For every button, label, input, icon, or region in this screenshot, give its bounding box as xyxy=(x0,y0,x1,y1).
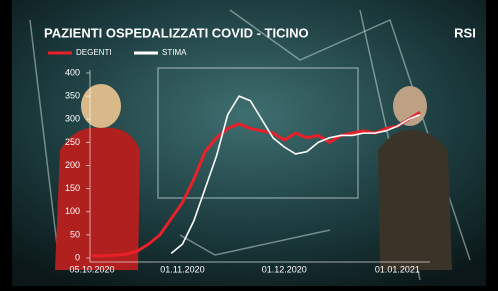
right-border xyxy=(486,0,498,286)
y-tick-label: 350 xyxy=(65,91,80,101)
chart-title: PAZIENTI OSPEDALIZZATI COVID - TICINO xyxy=(44,25,309,40)
legend-label: DEGENTI xyxy=(76,48,112,57)
y-tick-label: 250 xyxy=(65,137,80,147)
chart: PAZIENTI OSPEDALIZZATI COVID - TICINO RS… xyxy=(0,0,498,286)
legend-label: STIMA xyxy=(162,48,187,57)
y-tick-label: 400 xyxy=(65,67,80,77)
y-tick-label: 150 xyxy=(65,183,80,193)
left-border xyxy=(0,0,12,286)
page: PAZIENTI OSPEDALIZZATI COVID - TICINO RS… xyxy=(0,0,498,286)
y-tick-label: 100 xyxy=(65,206,80,216)
logo: RSI xyxy=(454,25,476,40)
y-tick-label: 200 xyxy=(65,160,80,170)
x-tick-label: 01.11.2020 xyxy=(160,264,204,274)
x-tick-label: 01.01.2021 xyxy=(375,264,420,274)
x-tick-label: 05.10.2020 xyxy=(69,264,114,274)
y-tick-label: 300 xyxy=(65,114,80,124)
y-tick-label: 50 xyxy=(70,229,80,239)
x-tick-label: 01.12.2020 xyxy=(262,264,307,274)
y-tick-label: 0 xyxy=(75,252,80,262)
